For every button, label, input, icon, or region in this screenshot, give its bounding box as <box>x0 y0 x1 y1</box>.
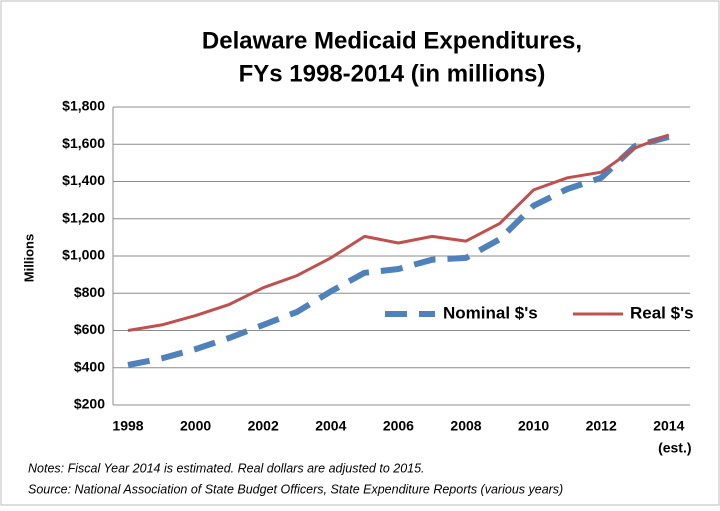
x-tick-note: (est.) <box>658 440 691 456</box>
y-tick-label: $1,600 <box>62 135 105 151</box>
legend-label: Real $'s <box>630 303 694 322</box>
y-tick-label: $200 <box>74 396 105 412</box>
x-tick-label: 2008 <box>450 418 481 434</box>
y-tick-label: $1,800 <box>62 98 105 114</box>
x-tick-label: 2006 <box>383 418 414 434</box>
legend-label: Nominal $'s <box>443 303 538 322</box>
series-line <box>127 133 670 368</box>
x-tick-label: 2012 <box>586 418 617 434</box>
y-tick-label: $400 <box>74 358 105 374</box>
y-tick-label: $1,000 <box>62 247 105 263</box>
series-line <box>127 133 670 332</box>
y-tick-label: $600 <box>74 321 105 337</box>
x-tick-label: 1998 <box>112 418 143 434</box>
y-axis-label: Millions <box>21 234 36 282</box>
chart-title: FYs 1998-2014 (in millions) <box>239 60 546 87</box>
y-tick-label: $1,200 <box>62 209 105 225</box>
x-tick-label: 2002 <box>248 418 279 434</box>
x-tick-label: 2010 <box>518 418 549 434</box>
note: Notes: Fiscal Year 2014 is estimated. Re… <box>28 461 425 475</box>
y-tick-label: $800 <box>74 284 105 300</box>
x-tick-label: 2000 <box>180 418 211 434</box>
chart-title: Delaware Medicaid Expenditures, <box>202 27 582 54</box>
x-tick-label: 2014 <box>653 418 684 434</box>
note: Source: National Association of State Bu… <box>28 482 563 496</box>
y-tick-label: $1,400 <box>62 172 105 188</box>
x-tick-label: 2004 <box>315 418 346 434</box>
